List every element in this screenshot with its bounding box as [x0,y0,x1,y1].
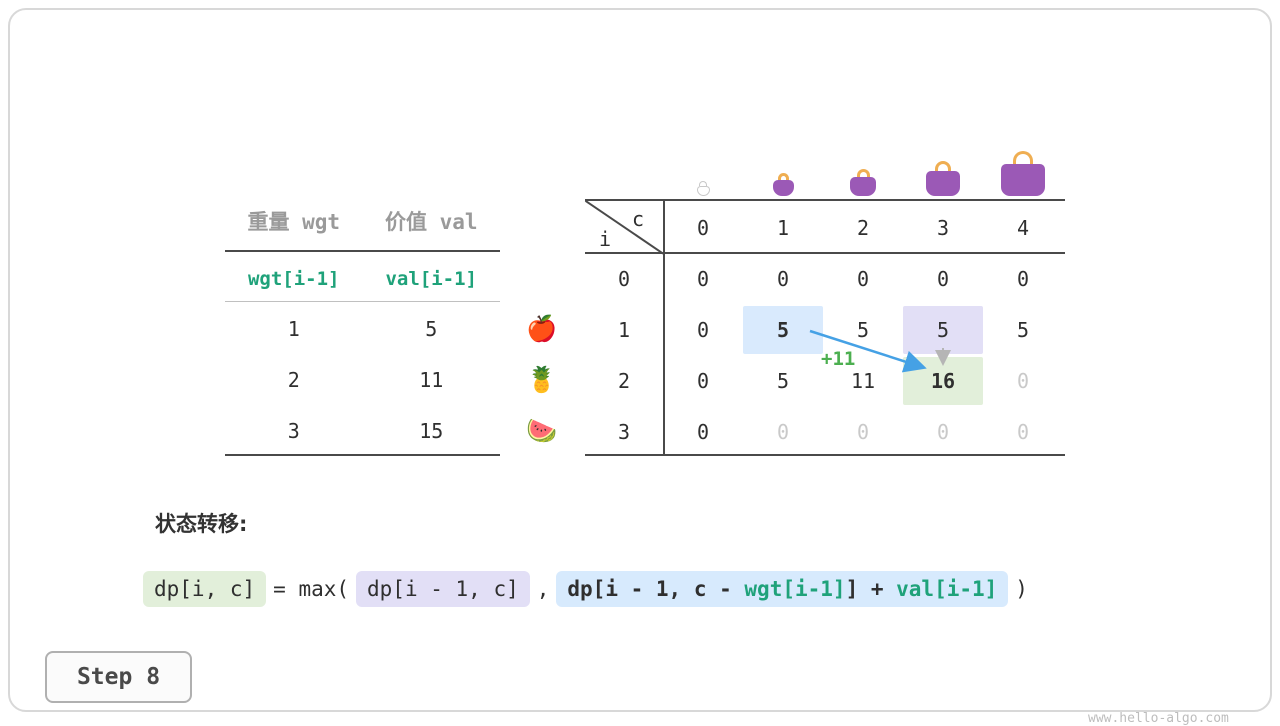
formula-dp-current: dp[i, c] [143,571,266,607]
watermark: www.hello-algo.com [1088,711,1229,726]
bag-body [926,171,960,196]
item-table-rule-mid [225,301,500,302]
bag-handle [778,173,789,180]
formula-take-val: val[i-1] [896,577,997,601]
dp-col-label: 0 [663,215,743,241]
item-table-header-val: 价值 val [363,206,501,236]
bag-handle [1013,151,1033,164]
dp-cell: 0 [983,266,1063,292]
bag-capacity-3-icon [926,161,960,196]
dp-cell: 0 [903,266,983,292]
formula-close-paren: ) [1015,577,1028,601]
bag-body [1001,164,1045,196]
item-val-value: 5 [363,317,501,341]
item-table-rule-bottom [225,454,500,456]
item-table-header: 重量 wgt 价值 val [225,206,500,236]
item-table-subheader-val: val[i-1] [363,268,501,290]
dp-table-rule-header [585,252,1065,254]
dp-cell: 0 [743,419,823,445]
apple-icon: 🍎 [524,315,560,343]
dp-col-label: 1 [743,215,823,241]
state-transition-formula: dp[i, c] = max( dp[i - 1, c] , dp[i - 1,… [143,571,1028,607]
item-table-subheader: wgt[i-1] val[i-1] [225,268,500,290]
dp-cell: 5 [983,317,1063,343]
dp-cell: 0 [983,368,1063,394]
bag-capacity-2-icon [850,169,876,196]
dp-cell: 0 [983,419,1063,445]
formula-comma: , [537,577,550,601]
bag-handle [935,161,951,171]
bag-capacity-4-icon [1001,151,1045,196]
formula-keep-term: dp[i - 1, c] [356,571,530,607]
formula-take-prefix: dp[i - 1, c - [567,577,744,601]
formula-eq-max: = max( [273,577,349,601]
item-table-rule-top [225,250,500,252]
dp-row-label: 1 [594,317,654,343]
item-table-subheader-wgt: wgt[i-1] [225,268,363,290]
dp-cell: 0 [663,317,743,343]
watermelon-icon: 🍉 [524,417,560,445]
dp-corner-col-var: c [632,207,644,231]
transition-annotation: +11 [821,348,855,370]
formula-take-wgt: wgt[i-1] [744,577,845,601]
dp-cell: 0 [823,266,903,292]
dp-cell: 0 [743,266,823,292]
bag-body [697,186,710,196]
step-badge: Step 8 [45,651,192,703]
bag-body [850,177,876,196]
dp-table-corner-diagonal [585,200,664,254]
dp-row-label: 0 [594,266,654,292]
dp-table-rule-bottom [585,454,1065,456]
bag-capacity-0-icon [697,181,710,196]
dp-cell: 0 [663,266,743,292]
dp-table-rule-top [585,199,1065,201]
item-val-value: 15 [363,419,501,443]
dp-col-label: 3 [903,215,983,241]
pineapple-icon: 🍍 [524,366,560,394]
transition-arrow [790,315,950,385]
dp-col-label: 4 [983,215,1063,241]
formula-take-term: dp[i - 1, c - wgt[i-1]] + val[i-1] [556,571,1008,607]
state-transition-title: 状态转移: [155,508,247,538]
bag-capacity-1-icon [773,173,794,196]
dp-cell: 0 [903,419,983,445]
item-wgt-value: 3 [225,419,363,443]
carry-down-arrow [935,345,951,373]
dp-col-label: 2 [823,215,903,241]
dp-row-label: 3 [594,419,654,445]
bag-body [773,180,794,196]
dp-cell: 0 [663,419,743,445]
item-wgt-value: 2 [225,368,363,392]
dp-cell: 0 [663,368,743,394]
dp-cell: 0 [823,419,903,445]
formula-take-mid: ] + [846,577,897,601]
step-label: Step 8 [77,664,160,690]
item-wgt-value: 1 [225,317,363,341]
item-table-header-wgt: 重量 wgt [225,206,363,236]
bag-handle [857,169,870,177]
item-val-value: 11 [363,368,501,392]
dp-row-label: 2 [594,368,654,394]
dp-corner-row-var: i [599,227,611,251]
